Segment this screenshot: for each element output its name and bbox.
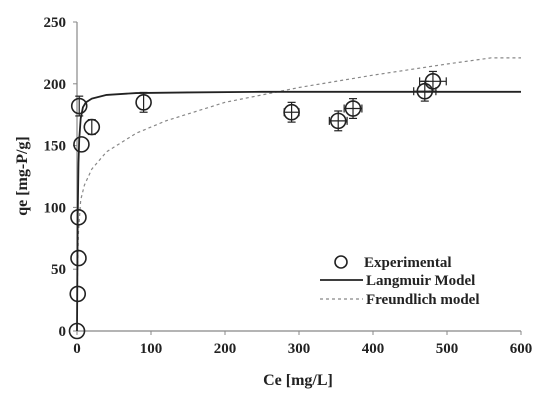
- legend-langmuir-label: Langmuir Model: [366, 273, 475, 289]
- x-axis-title: Ce [mg/L]: [263, 372, 333, 389]
- experimental-marker: [73, 136, 90, 153]
- experimental-point: [283, 101, 300, 123]
- experimental-point: [70, 208, 87, 226]
- experimental-point: [83, 118, 101, 136]
- experimental-point: [343, 98, 363, 120]
- x-tick-label: 100: [140, 341, 163, 357]
- experimental-marker: [70, 249, 87, 267]
- legend-freundlich-label: Freundlich model: [366, 292, 479, 308]
- experimental-marker: [135, 94, 152, 111]
- x-tick-label: 200: [214, 341, 237, 357]
- experimental-point: [70, 249, 87, 267]
- y-ticks: 0 50 100 150 200 250: [44, 15, 77, 340]
- experimental-point: [68, 322, 86, 340]
- experimental-point: [419, 70, 447, 92]
- experimental-series: [68, 70, 447, 340]
- experimental-point: [70, 95, 88, 117]
- freundlich-model-series: [76, 57, 521, 294]
- legend-experimental-marker: [334, 255, 348, 269]
- experimental-point: [69, 285, 87, 303]
- experimental-marker: [344, 100, 362, 117]
- legend-experimental-label: Experimental: [364, 255, 452, 271]
- experimental-marker: [329, 112, 347, 130]
- y-tick-label: 50: [51, 262, 66, 278]
- experimental-point: [135, 91, 152, 113]
- legend: Experimental Langmuir Model Freundlich m…: [320, 255, 479, 308]
- experimental-marker: [70, 97, 88, 115]
- x-tick-label: 400: [362, 341, 385, 357]
- experimental-point: [73, 136, 90, 153]
- freundlich-curve: [76, 57, 521, 294]
- y-tick-label: 0: [59, 324, 67, 340]
- x-tick-label: 300: [288, 341, 311, 357]
- x-ticks: 0 100 200 300 400 500 600: [73, 331, 532, 357]
- experimental-marker: [424, 73, 442, 90]
- y-tick-label: 100: [44, 200, 67, 216]
- x-tick-label: 500: [436, 341, 459, 357]
- y-tick-label: 150: [44, 139, 67, 155]
- x-tick-label: 0: [73, 341, 81, 357]
- experimental-point: [328, 110, 348, 132]
- experimental-marker: [68, 322, 86, 340]
- y-axis-title: qe [mg-P/g]: [14, 136, 31, 216]
- experimental-marker: [83, 118, 101, 136]
- y-tick-label: 250: [44, 15, 67, 31]
- y-tick-label: 200: [44, 77, 67, 93]
- experimental-marker: [70, 208, 87, 226]
- x-tick-label: 600: [510, 341, 533, 357]
- experimental-marker: [283, 103, 300, 121]
- experimental-marker: [69, 285, 87, 303]
